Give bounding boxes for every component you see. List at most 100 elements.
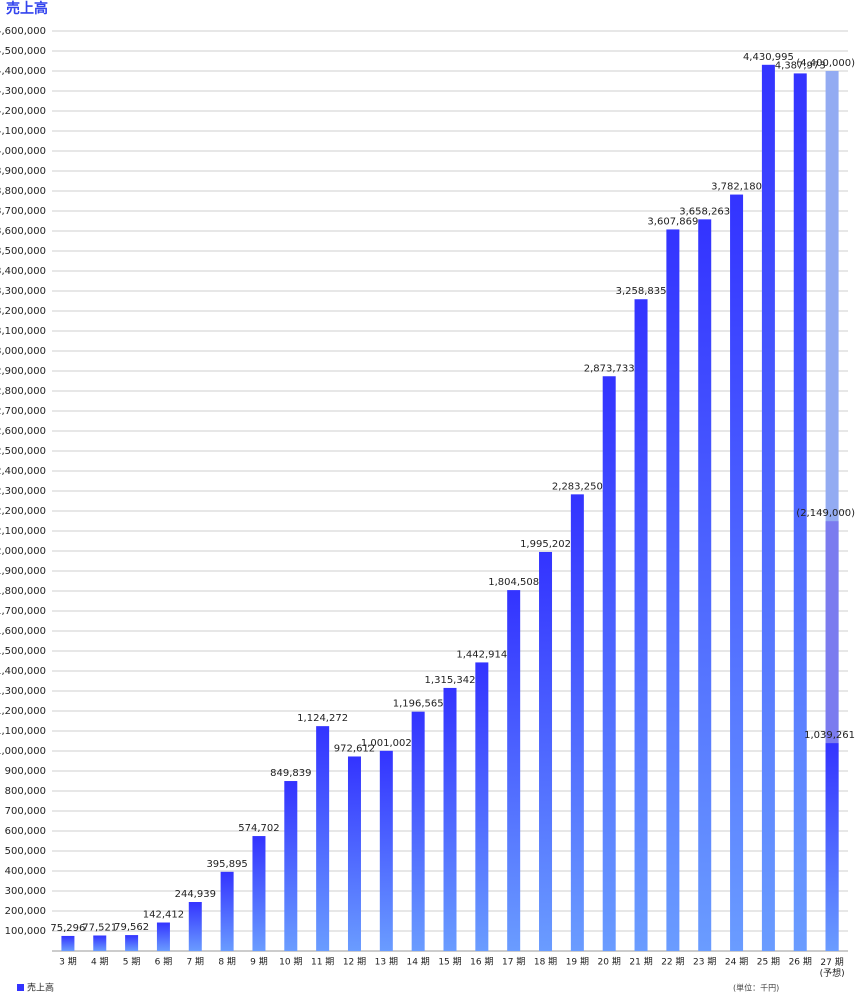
- y-tick-label: 2,700,000: [0, 406, 46, 417]
- value-label: 142,412: [143, 910, 184, 921]
- x-tick-label: 10 期: [279, 957, 302, 968]
- y-tick-label: 2,000,000: [0, 546, 46, 557]
- value-label: 79,562: [114, 922, 149, 933]
- y-tick-label: 3,800,000: [0, 186, 46, 197]
- y-tick-label: 1,200,000: [0, 706, 46, 717]
- y-tick-label: 900,000: [5, 766, 46, 777]
- value-label: 574,702: [238, 823, 279, 834]
- y-tick-label: 500,000: [5, 846, 46, 857]
- x-tick-label: 18 期: [534, 957, 557, 968]
- x-tick-label: 23 期: [693, 957, 716, 968]
- bar: [61, 935, 75, 951]
- x-tick-label: 8 期: [218, 957, 236, 968]
- y-tick-label: 2,500,000: [0, 446, 46, 457]
- bar: [507, 590, 521, 951]
- bar: [443, 687, 457, 951]
- y-tick-label: 2,600,000: [0, 426, 46, 437]
- y-tick-label: 700,000: [5, 806, 46, 817]
- bar: [125, 935, 139, 951]
- value-label: 1,442,914: [456, 649, 507, 660]
- bar: [220, 871, 234, 951]
- y-tick-label: 3,000,000: [0, 346, 46, 357]
- value-label: 1,196,565: [393, 699, 444, 710]
- bar: [188, 902, 202, 951]
- y-tick-label: 1,300,000: [0, 686, 46, 697]
- y-tick-label: 3,100,000: [0, 326, 46, 337]
- y-tick-label: 100,000: [5, 926, 46, 937]
- value-label: 1,315,342: [425, 675, 476, 686]
- y-tick-label: 3,500,000: [0, 246, 46, 257]
- value-label: 244,939: [175, 889, 216, 900]
- x-tick-label: 5 期: [123, 957, 141, 968]
- value-label: 3,258,835: [616, 286, 667, 297]
- value-label: 1,039,261: [804, 730, 855, 741]
- unit-note: (単位：千円): [733, 983, 779, 993]
- value-label: 395,895: [206, 859, 247, 870]
- bar: [411, 711, 425, 951]
- bar: [698, 219, 712, 951]
- x-tick-label: 17 期: [502, 957, 525, 968]
- y-tick-label: 4,200,000: [0, 106, 46, 117]
- bar: [825, 743, 839, 951]
- value-label: 4,430,995: [743, 52, 794, 63]
- bar: [634, 299, 648, 951]
- value-label: 4,387,973: [775, 60, 826, 71]
- value-label: 2,873,733: [584, 363, 635, 374]
- x-tick-label: 12 期: [343, 957, 366, 968]
- x-tick-label: 16 期: [470, 957, 493, 968]
- bar: [666, 229, 680, 951]
- y-tick-label: 1,900,000: [0, 566, 46, 577]
- bar: [793, 73, 807, 952]
- y-tick-label: 4,000,000: [0, 146, 46, 157]
- y-tick-label: 4,600,000: [0, 26, 46, 37]
- value-label: 3,658,263: [679, 206, 730, 217]
- x-tick-label: 25 期: [757, 957, 780, 968]
- y-tick-label: 3,200,000: [0, 306, 46, 317]
- x-tick-label: 13 期: [375, 957, 398, 968]
- y-tick-label: 2,300,000: [0, 486, 46, 497]
- x-tick-label: 27 期(予想): [820, 957, 845, 979]
- y-tick-label: 2,900,000: [0, 366, 46, 377]
- y-tick-label: 4,100,000: [0, 126, 46, 137]
- y-tick-label: 1,400,000: [0, 666, 46, 677]
- y-tick-label: 800,000: [5, 786, 46, 797]
- bar: [475, 662, 489, 951]
- y-tick-label: 1,100,000: [0, 726, 46, 737]
- y-tick-label: 4,500,000: [0, 46, 46, 57]
- x-tick-label: 11 期: [311, 957, 334, 968]
- x-tick-label: 6 期: [155, 957, 173, 968]
- bar: [284, 781, 298, 951]
- value-label: 1,124,272: [297, 713, 348, 724]
- x-tick-label: 21 期: [629, 957, 652, 968]
- y-tick-label: 2,400,000: [0, 466, 46, 477]
- value-label: 77,521: [82, 922, 117, 933]
- y-tick-label: 1,000,000: [0, 746, 46, 757]
- x-tick-label: 3 期: [59, 957, 77, 968]
- y-tick-label: 3,300,000: [0, 286, 46, 297]
- x-tick-label: 24 期: [725, 957, 748, 968]
- value-label: 2,283,250: [552, 481, 603, 492]
- y-tick-label: 3,600,000: [0, 226, 46, 237]
- x-tick-label: 14 期: [406, 957, 429, 968]
- y-tick-label: 4,400,000: [0, 66, 46, 77]
- x-tick-label: 19 期: [566, 957, 589, 968]
- y-tick-label: 2,100,000: [0, 526, 46, 537]
- y-tick-label: 200,000: [5, 906, 46, 917]
- y-tick-label: 400,000: [5, 866, 46, 877]
- y-tick-label: 2,200,000: [0, 506, 46, 517]
- chart-title: 売上高: [6, 0, 48, 17]
- value-label: 849,839: [270, 768, 311, 779]
- bar: [316, 726, 330, 951]
- value-label: 1,001,002: [361, 738, 412, 749]
- y-tick-label: 3,700,000: [0, 206, 46, 217]
- y-tick-label: 1,800,000: [0, 586, 46, 597]
- bar: [539, 551, 553, 951]
- y-tick-label: 3,400,000: [0, 266, 46, 277]
- bar: [570, 494, 584, 951]
- bar: [252, 836, 266, 951]
- x-tick-label: 7 期: [186, 957, 204, 968]
- y-tick-label: 300,000: [5, 886, 46, 897]
- value-label: 972,612: [334, 743, 375, 754]
- y-tick-label: 1,600,000: [0, 626, 46, 637]
